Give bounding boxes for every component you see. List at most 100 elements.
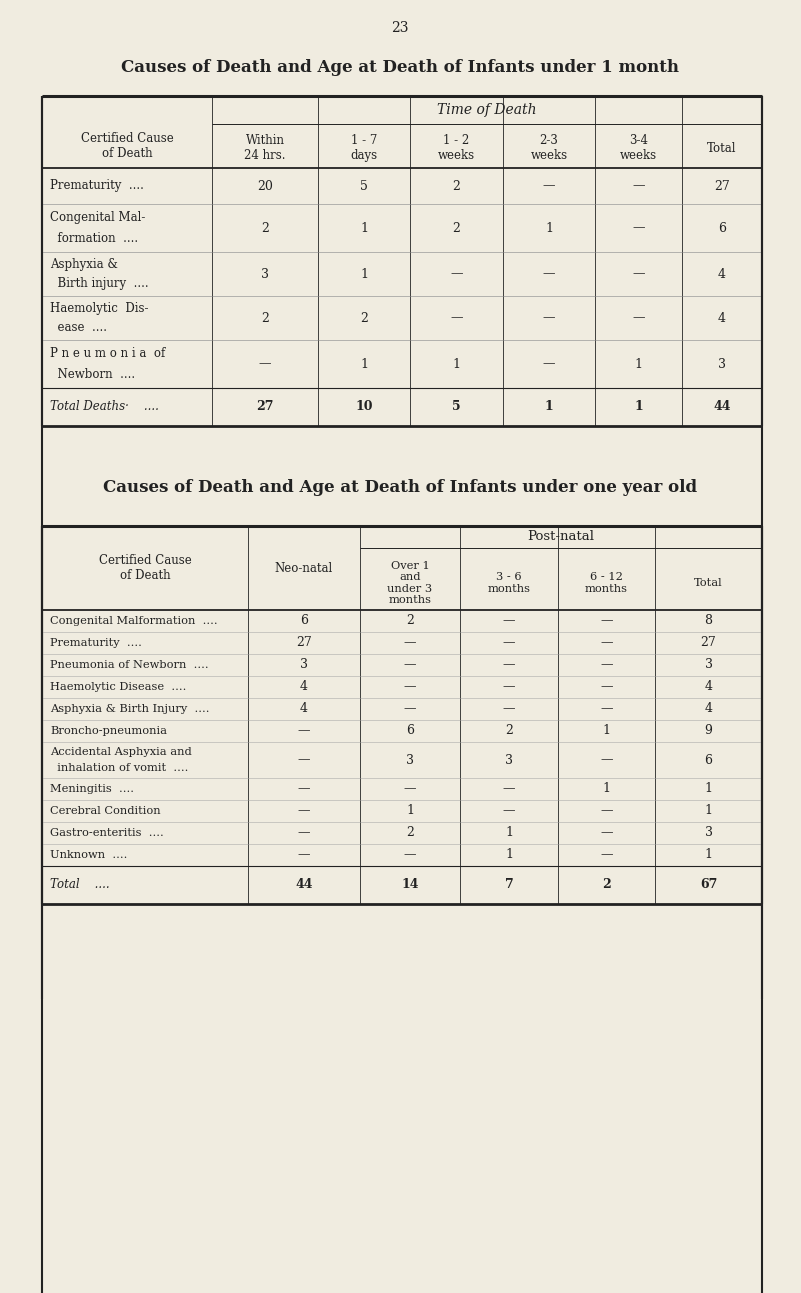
Text: 1 - 7
days: 1 - 7 days <box>351 134 377 162</box>
Text: 3: 3 <box>406 754 414 767</box>
Text: 8: 8 <box>705 614 713 627</box>
Text: —: — <box>259 357 272 371</box>
Text: 3: 3 <box>705 658 713 671</box>
Text: —: — <box>450 312 463 325</box>
Text: P n e u m o n i a  of: P n e u m o n i a of <box>50 347 165 359</box>
Text: formation  ....: formation .... <box>50 231 138 246</box>
Text: 2-3
weeks: 2-3 weeks <box>530 134 568 162</box>
Text: —: — <box>503 680 515 693</box>
Text: Causes of Death and Age at Death of Infants under 1 month: Causes of Death and Age at Death of Infa… <box>121 59 679 76</box>
Text: Meningitis  ....: Meningitis .... <box>50 784 134 794</box>
Text: —: — <box>632 268 645 281</box>
Text: —: — <box>600 754 613 767</box>
Text: —: — <box>600 636 613 649</box>
Text: Haemolytic Disease  ....: Haemolytic Disease .... <box>50 681 187 692</box>
Text: 44: 44 <box>713 401 731 414</box>
Text: 2: 2 <box>406 826 414 839</box>
Text: Asphyxia &: Asphyxia & <box>50 257 118 270</box>
Text: 7: 7 <box>505 878 513 891</box>
Text: —: — <box>298 724 310 737</box>
Text: —: — <box>404 636 417 649</box>
Text: —: — <box>503 614 515 627</box>
Text: —: — <box>450 268 463 281</box>
Text: —: — <box>503 702 515 715</box>
Text: 4: 4 <box>705 680 713 693</box>
Text: inhalation of vomit  ....: inhalation of vomit .... <box>50 763 188 773</box>
Text: 1: 1 <box>634 401 643 414</box>
Text: —: — <box>298 754 310 767</box>
Text: 20: 20 <box>257 180 273 193</box>
Text: —: — <box>543 268 555 281</box>
Text: 4: 4 <box>718 312 726 325</box>
Text: Prematurity  ....: Prematurity .... <box>50 180 144 193</box>
Text: 6: 6 <box>718 221 726 234</box>
Text: Total: Total <box>694 578 723 588</box>
Text: —: — <box>503 658 515 671</box>
Text: Haemolytic  Dis-: Haemolytic Dis- <box>50 301 148 314</box>
Text: 1: 1 <box>602 782 610 795</box>
Text: 4: 4 <box>705 702 713 715</box>
Text: 1: 1 <box>705 782 713 795</box>
Text: —: — <box>404 680 417 693</box>
Text: —: — <box>503 636 515 649</box>
Text: 2: 2 <box>261 221 269 234</box>
Text: —: — <box>404 782 417 795</box>
Text: 1: 1 <box>360 221 368 234</box>
Text: 1: 1 <box>505 826 513 839</box>
Text: —: — <box>600 614 613 627</box>
Text: Accidental Asphyxia and: Accidental Asphyxia and <box>50 747 191 758</box>
Text: —: — <box>600 804 613 817</box>
Text: 1: 1 <box>453 357 461 371</box>
Text: 6: 6 <box>406 724 414 737</box>
Text: 4: 4 <box>300 680 308 693</box>
Text: Total: Total <box>707 141 737 154</box>
Text: —: — <box>298 804 310 817</box>
Text: Congenital Mal-: Congenital Mal- <box>50 211 145 224</box>
Text: Pneumonia of Newborn  ....: Pneumonia of Newborn .... <box>50 659 208 670</box>
Text: 2: 2 <box>453 221 461 234</box>
Text: 3: 3 <box>718 357 726 371</box>
Text: Certified Cause
of Death: Certified Cause of Death <box>99 553 191 582</box>
Text: Newborn  ....: Newborn .... <box>50 369 135 381</box>
Text: —: — <box>404 702 417 715</box>
Text: 9: 9 <box>705 724 712 737</box>
Text: Asphyxia & Birth Injury  ....: Asphyxia & Birth Injury .... <box>50 703 210 714</box>
Text: Birth injury  ....: Birth injury .... <box>50 277 149 290</box>
Text: 44: 44 <box>296 878 312 891</box>
Text: Within
24 hrs.: Within 24 hrs. <box>244 134 286 162</box>
Text: 1: 1 <box>705 848 713 861</box>
Text: Total Deaths·    ....: Total Deaths· .... <box>50 401 159 414</box>
Text: Causes of Death and Age at Death of Infants under one year old: Causes of Death and Age at Death of Infa… <box>103 480 697 497</box>
Text: 2: 2 <box>406 614 414 627</box>
Text: 6: 6 <box>300 614 308 627</box>
Text: 1: 1 <box>545 401 553 414</box>
Text: 3 - 6
months: 3 - 6 months <box>488 573 530 593</box>
Text: —: — <box>298 782 310 795</box>
Text: Over 1
and
under 3
months: Over 1 and under 3 months <box>388 561 433 605</box>
Text: 6 - 12
months: 6 - 12 months <box>585 573 628 593</box>
Text: 27: 27 <box>256 401 274 414</box>
Text: 3: 3 <box>705 826 713 839</box>
Text: 27: 27 <box>296 636 312 649</box>
Text: —: — <box>632 312 645 325</box>
Text: 4: 4 <box>300 702 308 715</box>
Text: —: — <box>600 680 613 693</box>
Text: Unknown  ....: Unknown .... <box>50 850 127 860</box>
Text: 10: 10 <box>356 401 372 414</box>
Text: Certified Cause
of Death: Certified Cause of Death <box>81 132 173 160</box>
Text: —: — <box>543 180 555 193</box>
Text: 67: 67 <box>700 878 717 891</box>
Text: 2: 2 <box>602 878 611 891</box>
Text: Time of Death: Time of Death <box>437 103 537 116</box>
Text: —: — <box>404 658 417 671</box>
Text: —: — <box>600 702 613 715</box>
Text: 1: 1 <box>545 221 553 234</box>
Text: 2: 2 <box>261 312 269 325</box>
Text: —: — <box>404 848 417 861</box>
Text: 5: 5 <box>360 180 368 193</box>
Text: Congenital Malformation  ....: Congenital Malformation .... <box>50 615 218 626</box>
Text: 14: 14 <box>401 878 419 891</box>
Text: —: — <box>503 804 515 817</box>
Text: 1: 1 <box>360 357 368 371</box>
Text: Total    ....: Total .... <box>50 878 110 891</box>
